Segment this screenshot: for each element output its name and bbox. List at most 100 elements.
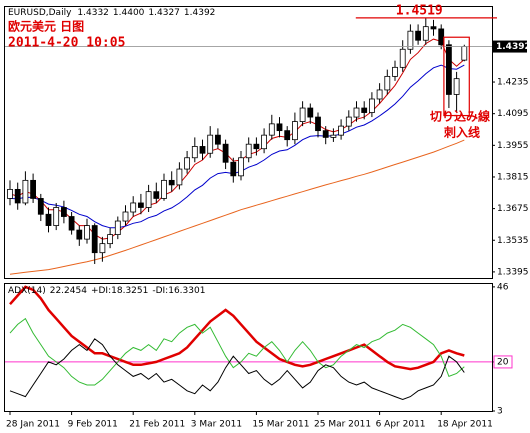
candle-body xyxy=(291,121,298,141)
x-tick-label: 15 Mar 2011 xyxy=(252,420,309,430)
candle-body xyxy=(422,26,429,41)
indicator-line xyxy=(9,285,465,371)
candle-body xyxy=(168,179,175,186)
symbol-legend: EURUSD,Daily 1.4332 1.4400 1.4327 1.4392 xyxy=(8,8,215,18)
y-tick-label: 1.3535 xyxy=(497,236,529,246)
candle-body xyxy=(99,243,106,254)
y-tick-label: 1.3815 xyxy=(497,172,529,182)
candle-body xyxy=(299,107,306,122)
candle-body xyxy=(76,229,83,240)
current-price: 1.4392 xyxy=(496,42,530,52)
legend-entry: ADX(14) xyxy=(8,286,46,296)
candle-body xyxy=(53,207,60,226)
candle-body xyxy=(276,123,283,132)
candle-body xyxy=(199,146,206,154)
candle-body xyxy=(214,134,221,145)
candle-body xyxy=(68,216,75,231)
level-box xyxy=(493,355,513,369)
y-tick-label: 46 xyxy=(497,282,509,292)
candle-body xyxy=(392,66,398,77)
candle-body xyxy=(430,26,437,30)
indicator-line xyxy=(9,317,465,386)
x-tick-label: 3 Mar 2011 xyxy=(191,420,242,430)
candle-body xyxy=(191,146,198,159)
indicator-line xyxy=(9,338,465,401)
candle-body xyxy=(445,44,452,95)
candle-body xyxy=(253,143,260,150)
open-label: 1.4332 xyxy=(77,8,109,18)
indicator-panel xyxy=(4,283,493,412)
candle-body xyxy=(184,157,191,170)
chart-subtitle: 2011-4-20 10:05 xyxy=(8,36,125,51)
y-tick-label: 1.3395 xyxy=(497,267,529,277)
price-box xyxy=(493,40,527,53)
candle-body xyxy=(107,234,113,245)
candle-body xyxy=(315,116,321,132)
x-tick-label: 18 Apr 2011 xyxy=(437,420,493,430)
y-tick-label: 1.4235 xyxy=(497,78,529,88)
candle-body xyxy=(84,225,90,240)
candle-body xyxy=(284,130,291,141)
legend-value: 16.3301 xyxy=(168,286,205,296)
candle-body xyxy=(461,46,468,61)
candle-body xyxy=(176,168,183,186)
candle-body xyxy=(45,213,52,226)
y-tick-label: 1.3955 xyxy=(497,141,529,151)
annotation: 切り込み線 xyxy=(430,109,490,124)
candle-body xyxy=(22,179,29,204)
symbol: EURUSD,Daily xyxy=(8,8,72,18)
legend-entry: -DI: xyxy=(152,286,168,296)
legend-entry: +DI: xyxy=(91,286,111,296)
low-label: 1.4327 xyxy=(148,8,180,18)
candle-body xyxy=(114,220,121,236)
candle-body xyxy=(230,161,237,177)
x-tick-label: 21 Feb 2011 xyxy=(129,420,185,430)
price-panel xyxy=(4,6,493,279)
candle-body xyxy=(145,191,152,208)
x-tick-label: 6 Apr 2011 xyxy=(376,420,426,430)
candle-body xyxy=(222,143,229,163)
candle-body xyxy=(238,157,244,177)
y-tick-label: 3 xyxy=(497,407,503,417)
candle-body xyxy=(37,198,44,215)
y-tick-label: 20 xyxy=(497,357,509,367)
candle-body xyxy=(330,134,337,138)
candle-body xyxy=(376,89,383,100)
candle-body xyxy=(307,107,314,118)
annotation: 刺入线 xyxy=(443,125,480,140)
high-label: 1.4400 xyxy=(113,8,145,18)
chart-title: 欧元美元 日图 xyxy=(8,19,84,34)
high-annotation: 1.4519 xyxy=(396,3,443,18)
candle-body xyxy=(153,191,160,199)
candle-body xyxy=(322,130,329,138)
y-tick-label: 1.4095 xyxy=(497,109,529,119)
candle-body xyxy=(207,134,214,154)
candle-body xyxy=(361,107,368,113)
x-tick-label: 9 Feb 2011 xyxy=(68,420,118,430)
candle-body xyxy=(161,179,167,199)
candle-body xyxy=(14,188,21,204)
candle-body xyxy=(407,30,414,50)
candle-body xyxy=(7,188,13,199)
candle-body xyxy=(137,202,144,208)
candle-body xyxy=(245,143,252,159)
candle-body xyxy=(268,123,275,136)
legend-value: 22.2454 xyxy=(50,286,87,296)
candle-body xyxy=(91,225,98,254)
candle-body xyxy=(261,134,268,150)
candle-body xyxy=(338,125,345,136)
candle-body xyxy=(353,107,360,118)
candle-body xyxy=(399,48,406,68)
candle-body xyxy=(130,202,137,213)
candle-body xyxy=(438,28,445,46)
candle-body xyxy=(384,75,391,91)
moving-average xyxy=(9,64,465,229)
candle-body xyxy=(122,211,129,222)
x-tick-label: 28 Jan 2011 xyxy=(6,420,60,430)
indicator-legend: ADX(14) 22.2454 +DI:18.3251 -DI:16.3301 xyxy=(8,286,205,296)
y-tick-label: 1.3675 xyxy=(497,204,529,214)
x-tick-label: 25 Mar 2011 xyxy=(314,420,371,430)
marks: 1.4235 1.4095 1.3955 1.3815 1.3675 1.3535 1.33… xyxy=(5,3,530,430)
close-label: 1.4392 xyxy=(184,8,216,18)
